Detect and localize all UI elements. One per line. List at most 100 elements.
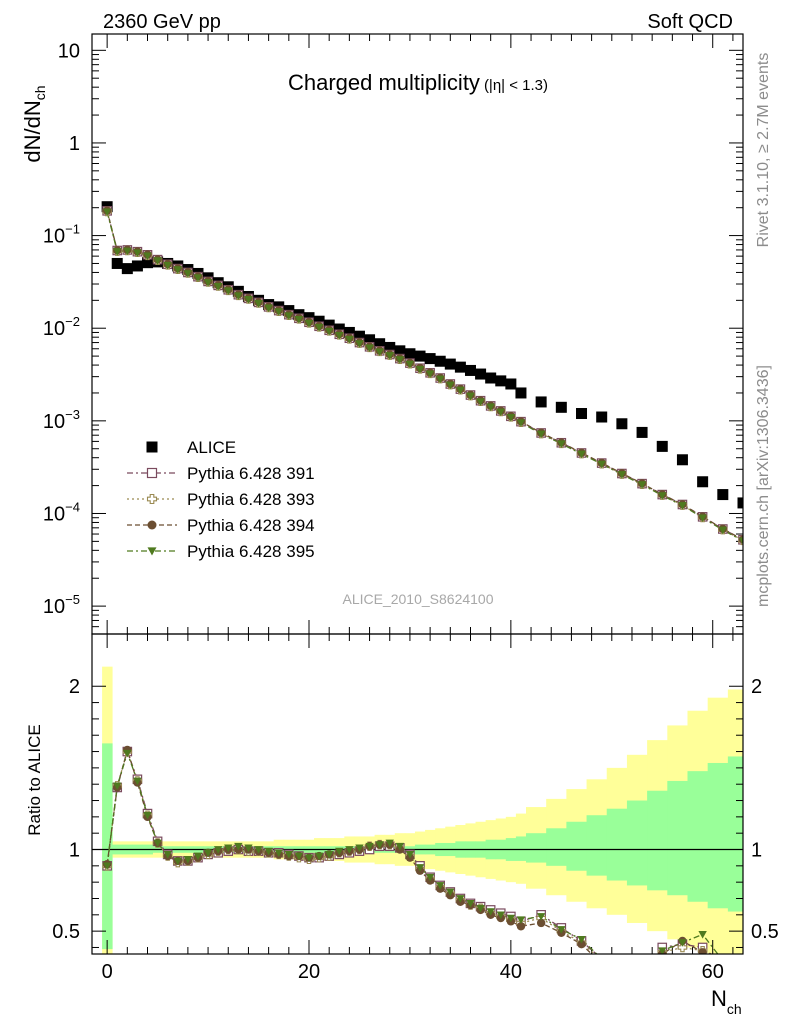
mc-point-ratio-3 xyxy=(345,846,354,854)
mc-point-ratio-3 xyxy=(113,782,122,791)
analysis-watermark: ALICE_2010_S8624100 xyxy=(342,591,493,607)
alice-data-point xyxy=(636,426,648,438)
mc-point-ratio-3 xyxy=(284,851,294,859)
alice-data-point xyxy=(656,440,668,452)
observable-title: Charged multiplicity (|η| < 1.3) xyxy=(288,70,548,95)
ratio-y-tick-label-right: 1 xyxy=(751,840,762,862)
mc-point-main-3 xyxy=(244,296,253,304)
mc-point-main-3 xyxy=(405,360,415,369)
mc-point-main-3 xyxy=(254,300,263,308)
ratio-data-layer xyxy=(102,745,719,992)
mc-point-ratio-3 xyxy=(577,935,586,944)
mc-point-main-3 xyxy=(143,252,152,261)
ratio-frame xyxy=(91,633,744,955)
stat-band-bin xyxy=(707,762,729,909)
main-y-tick-label: 10−5 xyxy=(43,592,80,618)
mc-point-ratio-3 xyxy=(395,842,405,851)
alice-data-point xyxy=(394,345,406,357)
alice-data-point xyxy=(313,315,325,327)
mc-point-main-3 xyxy=(738,537,743,546)
mc-point-main-3 xyxy=(213,283,223,291)
mc-point-main-3 xyxy=(375,348,384,357)
stat-band-bin xyxy=(566,821,587,871)
main-y-tick-label: 10−3 xyxy=(43,407,80,433)
mc-point-ratio-3 xyxy=(516,916,526,924)
alice-data-point xyxy=(404,348,416,360)
alice-data-point xyxy=(676,454,688,466)
mc-point-ratio-3 xyxy=(274,849,283,857)
mc-point-ratio-3 xyxy=(355,844,364,853)
legend-label: Pythia 6.428 393 xyxy=(187,490,315,509)
mc-point-ratio-3 xyxy=(496,911,505,920)
mc-point-main-3 xyxy=(113,248,122,256)
alice-data-point xyxy=(737,497,743,509)
mc-point-main-3 xyxy=(224,287,233,295)
mcplots-label: mcplots.cern.ch [arXiv:1306.3436] xyxy=(755,365,772,607)
legend-marker xyxy=(147,547,157,556)
mc-point-ratio-3 xyxy=(335,847,344,856)
legend-label: Pythia 6.428 394 xyxy=(187,516,315,535)
mc-point-ratio-3 xyxy=(234,842,243,851)
ratio-y-tick-label-right: 0.5 xyxy=(751,921,779,943)
main-y-tick-label: 1 xyxy=(69,133,80,155)
mc-point-ratio-3 xyxy=(203,849,213,857)
alice-data-point xyxy=(374,338,386,350)
alice-data-point xyxy=(555,401,567,413)
x-tick-label: 60 xyxy=(702,961,724,983)
mc-point-main-3 xyxy=(456,386,465,395)
alice-data-point xyxy=(616,418,628,430)
mc-point-main-3 xyxy=(395,356,405,364)
rivet-version-label: Rivet 3.1.10, ≥ 2.7M events xyxy=(755,53,772,248)
mc-point-ratio-3 xyxy=(375,841,384,849)
mc-point-main-3 xyxy=(274,308,283,316)
alice-data-point xyxy=(717,489,729,501)
mc-point-main-3 xyxy=(486,403,495,412)
stat-band-bin xyxy=(727,756,743,912)
mc-point-ratio-2 xyxy=(638,984,646,992)
mc-point-ratio-3 xyxy=(254,846,263,854)
mc-point-main-3 xyxy=(193,274,203,282)
alice-data-point xyxy=(596,411,608,423)
mc-point-main-3 xyxy=(335,331,344,340)
mc-point-ratio-3 xyxy=(133,777,142,786)
mc-point-ratio-3 xyxy=(304,854,314,862)
mc-line-ratio-3 xyxy=(106,751,719,954)
mc-point-ratio-3 xyxy=(264,847,273,856)
legend-marker xyxy=(146,441,158,453)
mc-point-main-3 xyxy=(173,266,182,274)
mc-point-main-3 xyxy=(536,430,546,439)
mc-point-main-3 xyxy=(597,460,606,469)
x-tick-label: 40 xyxy=(500,961,522,983)
alice-data-point xyxy=(131,260,143,272)
mc-point-ratio-3 xyxy=(476,904,485,913)
mc-point-ratio-2 xyxy=(698,948,707,954)
mc-point-ratio-2 xyxy=(618,974,626,982)
alice-data-point xyxy=(464,364,476,376)
ratio-y-tick-label: 1 xyxy=(69,840,80,862)
mc-point-main-3 xyxy=(506,413,516,422)
mc-point-main-3 xyxy=(466,392,475,401)
mc-point-main-3 xyxy=(163,261,172,270)
mc-point-main-3 xyxy=(123,247,132,256)
alice-data-point xyxy=(343,326,355,338)
mc-point-ratio-3 xyxy=(102,862,112,871)
alice-data-point xyxy=(505,378,517,390)
mc-point-ratio-3 xyxy=(536,913,546,921)
mc-point-main-3 xyxy=(234,292,243,300)
mc-point-main-3 xyxy=(446,381,455,390)
mc-point-main-3 xyxy=(557,440,566,448)
main-data-layer xyxy=(101,201,743,546)
mc-point-main-3 xyxy=(718,526,728,535)
ratio-y-tick-label: 0.5 xyxy=(52,921,80,943)
alice-data-point xyxy=(495,375,507,387)
ratio-uncertainty-band xyxy=(92,666,743,954)
legend-label: Pythia 6.428 391 xyxy=(187,464,315,483)
alice-data-point xyxy=(414,350,426,362)
stat-band-bin xyxy=(102,743,113,950)
alice-data-point xyxy=(424,353,436,365)
mc-point-ratio-3 xyxy=(324,851,334,859)
mc-point-main-3 xyxy=(425,370,435,379)
main-y-tick-label: 10−2 xyxy=(43,314,80,340)
main-y-tick-label: 10−4 xyxy=(43,499,80,525)
mc-point-main-3 xyxy=(516,419,526,427)
